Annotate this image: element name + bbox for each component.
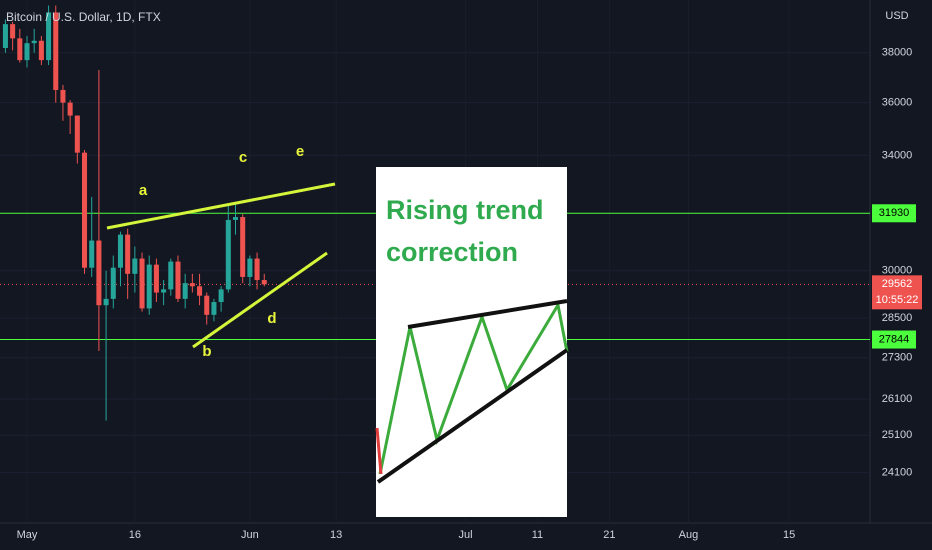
chart-title: Bitcoin / U.S. Dollar, 1D, FTX	[6, 10, 161, 24]
x-tick-label: 21	[603, 529, 615, 541]
level-label-box	[872, 330, 916, 349]
candle-body	[17, 38, 23, 61]
x-tick-label: 13	[330, 529, 342, 541]
last-price-box	[872, 275, 922, 310]
x-tick-label: Aug	[679, 529, 699, 541]
candle-body	[182, 283, 188, 299]
x-tick-label: Jun	[241, 529, 259, 541]
inset-red-stroke	[375, 427, 383, 475]
candle-body	[168, 261, 174, 290]
annotation: a	[139, 182, 148, 199]
level-label: 31930	[879, 207, 910, 219]
candle-body	[10, 24, 16, 39]
level-label-box	[872, 204, 916, 223]
candle-body	[31, 40, 37, 44]
candle-body	[53, 12, 59, 90]
candle-body	[189, 283, 195, 287]
y-tick-label: 26100	[882, 393, 913, 405]
candle-body	[254, 258, 260, 281]
x-tick-label: 11	[532, 529, 543, 541]
x-tick-label: May	[17, 529, 38, 541]
x-tick-label: Jul	[459, 529, 473, 541]
inset-title: Rising trend	[386, 195, 544, 225]
candle-body	[261, 280, 267, 285]
candle-body	[240, 217, 246, 277]
inset-upper-line	[407, 299, 568, 329]
candle-body	[46, 12, 52, 61]
candle-body	[110, 267, 116, 299]
annotation: c	[239, 149, 247, 166]
candle-body	[74, 115, 80, 153]
y-tick-label: 36000	[882, 97, 913, 109]
candle-body	[146, 264, 152, 309]
last-price-label: 29562	[882, 278, 913, 290]
candle-body	[218, 289, 224, 303]
x-tick-label: 16	[129, 529, 141, 541]
candle-body	[24, 43, 30, 61]
candle-body	[175, 261, 181, 299]
candle-body	[117, 234, 123, 268]
axis-labels: 24100 25100 26100 27300 28500 30000 34000 36000…	[17, 47, 922, 541]
candle-body	[60, 89, 66, 103]
candle-body	[197, 286, 203, 296]
y-tick-label: 25100	[882, 429, 913, 441]
trend-line	[106, 182, 336, 230]
candle-body	[153, 264, 159, 293]
candle-body	[161, 289, 167, 293]
candles	[2, 5, 267, 421]
candle-body	[81, 152, 88, 268]
candle-body	[211, 302, 217, 315]
candle-body	[89, 240, 95, 268]
y-tick-label: 28500	[882, 312, 913, 324]
candle-body	[38, 40, 44, 61]
y-tick-label: 38000	[882, 47, 913, 59]
candle-body	[139, 258, 145, 309]
candle-body	[103, 298, 109, 306]
annotation: e	[296, 143, 304, 160]
candle-body	[67, 102, 73, 116]
candle-body	[247, 258, 253, 277]
inset-image: Rising trend correction	[375, 167, 569, 517]
candle-body	[225, 219, 231, 290]
candle-body	[125, 234, 131, 274]
y-tick-label: 30000	[882, 265, 913, 277]
candle-body	[204, 295, 210, 315]
candle-body	[232, 217, 239, 220]
candle-body	[132, 258, 138, 274]
inset-title: correction	[386, 237, 518, 267]
countdown-label: 10:55:22	[876, 294, 919, 306]
currency-label: USD	[885, 10, 908, 22]
candle-body	[2, 24, 8, 48]
annotation: d	[267, 310, 276, 327]
level-label: 27844	[879, 333, 910, 345]
annotation: b	[202, 343, 211, 360]
inset-lower-line	[376, 348, 569, 484]
y-tick-label: 27300	[882, 352, 913, 364]
y-tick-label: 34000	[882, 149, 913, 161]
y-tick-label: 24100	[882, 467, 913, 479]
trend-line	[192, 251, 328, 349]
grid	[0, 52, 870, 474]
candle-body	[96, 240, 102, 306]
x-tick-label: 15	[783, 529, 795, 541]
